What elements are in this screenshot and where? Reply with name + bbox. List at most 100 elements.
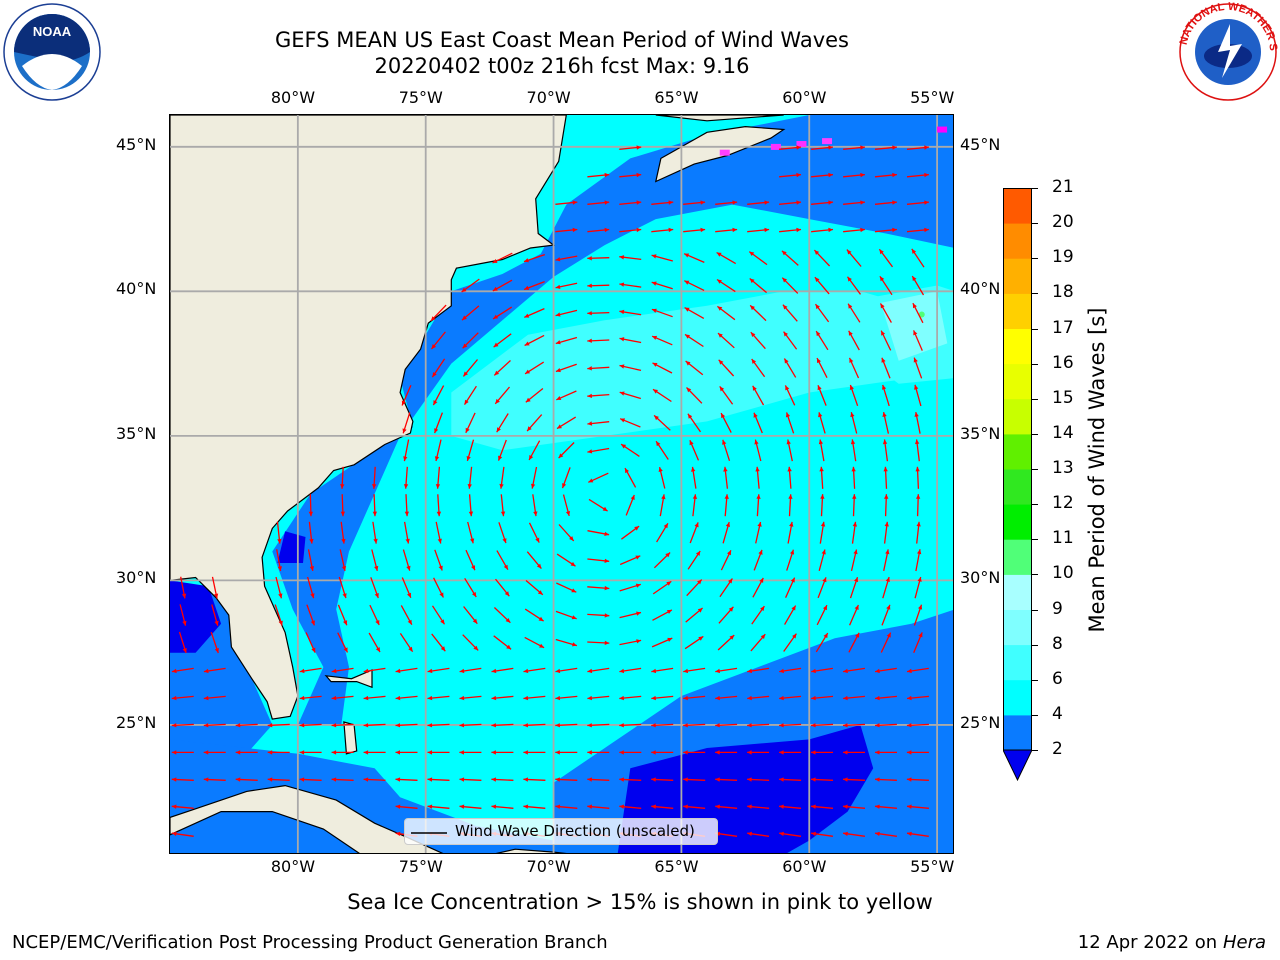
wind-wave-arrow <box>683 777 706 782</box>
wind-wave-arrow <box>307 549 314 572</box>
wind-wave-arrow <box>906 695 929 701</box>
wind-wave-arrow <box>276 521 282 544</box>
wind-wave-arrow <box>619 639 642 646</box>
colorbar-segment <box>1003 433 1032 470</box>
wind-wave-arrow <box>368 632 381 653</box>
wind-wave-arrow <box>651 723 674 728</box>
wind-wave-arrow <box>880 632 892 653</box>
wind-wave-arrow <box>331 723 354 728</box>
wind-wave-arrow <box>526 414 543 432</box>
wind-wave-arrow <box>562 494 571 517</box>
wind-wave-arrow <box>685 607 704 623</box>
wind-wave-arrow <box>882 576 890 599</box>
wind-wave-arrow <box>491 804 514 809</box>
wind-wave-arrow <box>779 750 802 755</box>
colorbar-tick <box>1032 363 1038 365</box>
wind-wave-arrow <box>395 777 418 782</box>
wind-wave-arrow <box>432 385 445 406</box>
colorbar <box>1003 188 1032 782</box>
wind-wave-arrow <box>756 494 761 517</box>
colorbar-tick <box>1032 750 1038 751</box>
wind-wave-arrow <box>779 227 802 233</box>
map-canvas <box>170 115 953 853</box>
lon-label-top: 55°W <box>910 88 955 107</box>
wind-wave-arrow <box>906 831 929 837</box>
wind-wave-arrow <box>403 439 410 462</box>
wind-wave-arrow <box>465 412 476 434</box>
wind-wave-arrow <box>523 667 546 674</box>
wind-wave-arrow <box>363 750 386 755</box>
wind-wave-arrow <box>395 750 418 755</box>
wind-wave-arrow <box>492 252 513 264</box>
colorbar-segment <box>1003 609 1032 646</box>
wind-wave-arrow <box>843 831 865 837</box>
wind-wave-arrow <box>652 362 673 374</box>
wind-wave-arrow <box>331 777 354 782</box>
colorbar-under-extend <box>1003 749 1032 782</box>
wind-wave-arrow <box>782 304 798 322</box>
wind-wave-arrow <box>401 385 412 406</box>
wind-wave-arrow <box>715 723 738 728</box>
wind-wave-arrow <box>747 695 770 701</box>
colorbar-segment <box>1003 258 1032 294</box>
wind-wave-arrow <box>781 277 799 294</box>
land-area <box>170 115 567 720</box>
wind-wave-arrow <box>337 632 349 653</box>
lat-label-right: 40°N <box>960 279 1001 299</box>
wind-wave-arrow <box>587 750 610 755</box>
wind-wave-arrow <box>180 576 187 599</box>
wind-wave-arrow <box>842 777 866 782</box>
wind-wave-arrow <box>751 605 765 625</box>
wind-wave-arrow <box>619 723 642 728</box>
colorbar-tick <box>1032 609 1038 611</box>
wind-wave-arrow <box>267 723 290 728</box>
wind-wave-arrow <box>619 583 641 592</box>
wind-wave-arrow <box>915 466 920 489</box>
wind-wave-arrow <box>555 777 578 782</box>
wind-wave-arrow <box>555 695 578 701</box>
wind-wave-arrow <box>811 200 834 205</box>
wind-wave-arrow <box>235 777 258 782</box>
wind-wave-arrow <box>814 276 830 295</box>
wind-wave-arrow <box>874 227 897 233</box>
wind-wave-arrow <box>687 413 702 433</box>
wind-wave-arrow <box>402 549 411 571</box>
wind-wave-arrow <box>461 305 480 321</box>
wind-wave-arrow <box>783 633 797 652</box>
colorbar-tick <box>1032 679 1038 681</box>
colorbar-tick <box>1032 188 1038 189</box>
wind-wave-arrow <box>587 283 610 288</box>
colorbar-tick-label: 16 <box>1052 352 1074 373</box>
wind-wave-arrow <box>851 466 856 489</box>
wind-wave-arrow <box>524 636 545 649</box>
period-band-8-9s <box>880 291 948 361</box>
wind-wave-arrow <box>811 750 833 755</box>
wind-wave-arrow <box>299 750 322 755</box>
wind-wave-arrow <box>619 227 642 233</box>
wind-wave-arrow <box>747 667 770 674</box>
wind-wave-arrow <box>747 750 770 755</box>
colorbar-segment <box>1003 714 1032 751</box>
wind-wave-arrow <box>906 200 929 205</box>
wind-wave-arrow <box>852 494 857 517</box>
lat-label-right: 45°N <box>960 134 1001 154</box>
wind-wave-arrow <box>781 250 799 266</box>
wind-wave-arrow <box>717 332 735 349</box>
wind-wave-arrow <box>493 635 512 650</box>
wind-wave-arrow <box>619 804 642 809</box>
wind-wave-arrow <box>716 278 736 293</box>
wind-wave-arrow <box>462 359 478 377</box>
wind-wave-arrow <box>555 610 577 620</box>
wind-wave-arrow <box>619 200 642 205</box>
wind-wave-arrow <box>427 804 450 809</box>
colorbar-segment <box>1003 398 1032 435</box>
wind-wave-arrow <box>651 227 674 233</box>
wind-wave-arrow <box>715 200 738 205</box>
wind-wave-arrow <box>816 604 828 626</box>
colorbar-tick <box>1032 714 1038 716</box>
sea-ice-cell <box>796 141 807 148</box>
land-area <box>343 721 358 755</box>
colorbar-title: Mean Period of Wind Waves [s] <box>1085 307 1109 633</box>
wind-wave-arrow <box>718 359 735 377</box>
wind-wave-arrow <box>494 386 510 405</box>
